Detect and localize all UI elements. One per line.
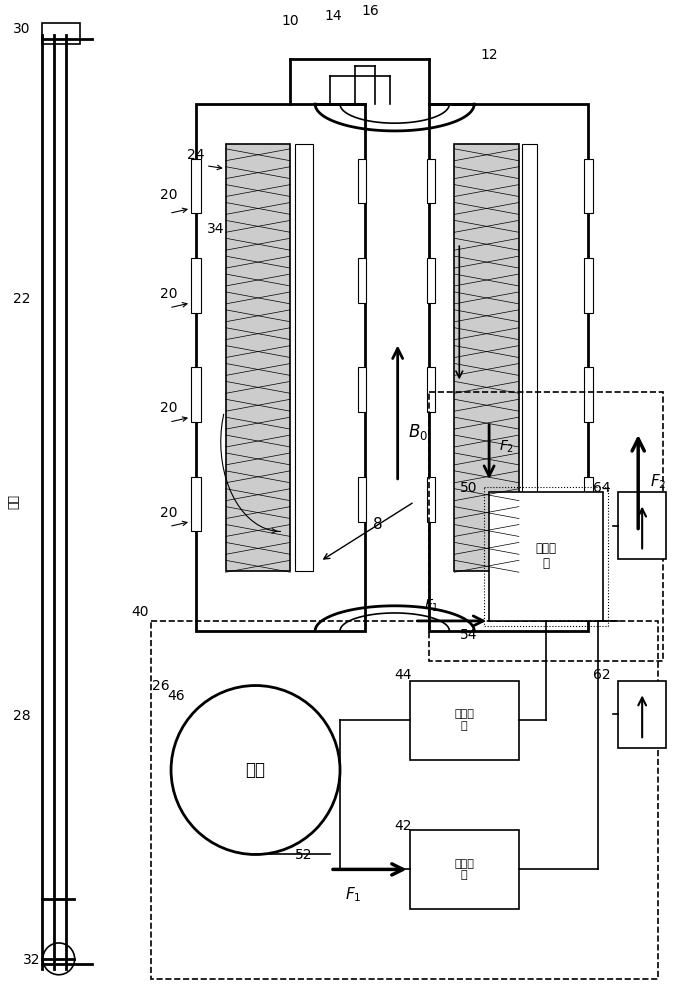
Text: 26: 26 [152,679,170,693]
Text: 30: 30 [13,22,31,36]
Text: 热交换
器: 热交换 器 [535,542,556,570]
Text: $F_2$: $F_2$ [650,472,667,491]
Text: 磁铁: 磁铁 [245,761,266,779]
Bar [151,621,658,979]
Text: 32: 32 [23,953,40,967]
Text: 44: 44 [394,668,412,682]
Bar [522,144,537,571]
Bar [484,487,608,626]
Text: 40: 40 [132,605,149,619]
Bar [358,367,366,412]
Text: $B_0$: $B_0$ [408,422,427,442]
Text: 50: 50 [460,481,477,495]
Text: 20: 20 [160,188,178,202]
Text: 52: 52 [295,848,312,862]
Text: 10: 10 [282,14,299,28]
Circle shape [171,686,340,854]
Bar [410,830,519,909]
Circle shape [43,943,75,975]
Text: 28: 28 [13,709,31,723]
Bar [295,144,313,571]
Bar [427,159,436,203]
Bar [358,159,366,203]
Text: $F_1$: $F_1$ [425,598,440,614]
Bar [584,159,593,213]
Bar [410,681,519,760]
Bar [584,367,593,422]
Bar [454,144,519,571]
Bar [191,477,201,531]
Text: 20: 20 [160,506,178,520]
Text: 20: 20 [160,401,178,415]
Text: 14: 14 [324,9,342,23]
Bar [429,104,588,631]
Bar [584,258,593,313]
Bar [191,258,201,313]
Bar [619,492,666,559]
Text: 插图: 插图 [8,494,21,509]
Bar [358,477,366,522]
Text: 二驱动
器: 二驱动 器 [454,710,474,731]
Bar [196,104,365,631]
Bar [584,477,593,531]
Bar [427,477,436,522]
Text: 一驱动
器: 一驱动 器 [454,859,474,880]
Bar [489,492,603,621]
Text: 12: 12 [480,48,498,62]
Text: 22: 22 [13,292,31,306]
Bar [619,681,666,748]
Text: 34: 34 [207,222,225,236]
Bar [427,258,436,303]
Text: 64: 64 [593,481,610,495]
Text: 20: 20 [160,287,178,301]
Text: 16: 16 [361,4,379,18]
Bar [191,159,201,213]
Bar [427,367,436,412]
Bar [429,392,663,661]
Text: 8: 8 [373,517,383,532]
Text: 42: 42 [394,819,412,833]
Text: $F_1$: $F_1$ [345,885,362,904]
Bar [191,367,201,422]
Text: 54: 54 [460,628,477,642]
Bar [358,258,366,303]
Text: 24: 24 [187,148,205,162]
Text: 62: 62 [593,668,610,682]
Bar [226,144,290,571]
Bar [42,23,79,44]
Text: 46: 46 [167,689,185,703]
Text: $F_2$: $F_2$ [499,439,514,455]
